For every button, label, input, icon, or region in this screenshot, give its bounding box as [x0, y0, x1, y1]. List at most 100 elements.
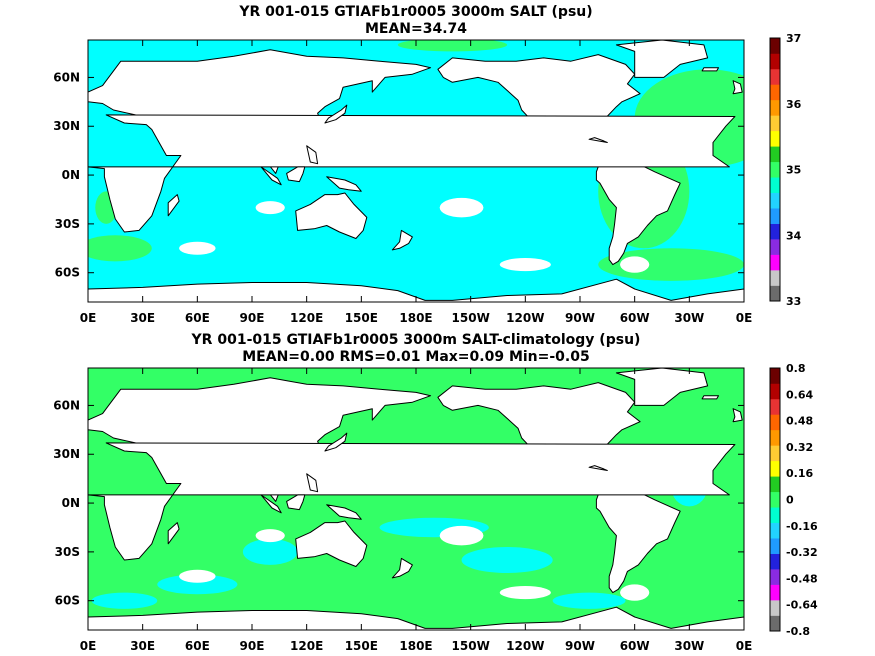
colorbar-label: -0.8 — [786, 625, 810, 638]
japan-land — [324, 104, 348, 124]
colorbar-label: 34 — [786, 229, 802, 242]
colorbar-segment — [770, 285, 780, 302]
colorbar-segment — [770, 414, 780, 431]
no-data-patch — [439, 525, 484, 546]
australia-land — [295, 192, 368, 239]
borneo-land — [286, 166, 306, 183]
uk-land — [732, 408, 743, 423]
colorbar-segment — [770, 445, 780, 462]
new-zealand-land — [391, 557, 413, 579]
greenland-land — [615, 40, 709, 78]
colorbar-segment — [770, 476, 780, 493]
lon-label: 30E — [130, 311, 155, 325]
colorbar-segment — [770, 553, 780, 570]
lon-label: 60E — [185, 311, 210, 325]
top-map-title: YR 001-015 GTIAFb1r0005 3000m SALT (psu) — [239, 4, 593, 20]
lon-label: 0E — [736, 311, 753, 325]
map-panel-1: 60N 30N 0N 30S 60S 0E 30E 60E 90E 120E 150E 180E 150… — [53, 362, 818, 653]
colorbar-label: 0.8 — [786, 362, 806, 375]
no-data-patch — [439, 197, 484, 218]
colorbar-segment — [770, 223, 780, 240]
value-patch — [88, 235, 152, 262]
lon-label: 0E — [736, 639, 753, 653]
borneo-land — [286, 494, 306, 511]
value-patch — [91, 592, 158, 609]
philippines-land — [306, 473, 319, 493]
colorbar-label: -0.32 — [786, 546, 818, 559]
colorbar-label: 35 — [786, 164, 801, 177]
africa-land — [88, 114, 736, 233]
lon-label: 120E — [290, 639, 323, 653]
lon-label: 60W — [620, 311, 650, 325]
lon-label: 90E — [240, 639, 265, 653]
colorbar-segment — [770, 146, 780, 163]
uk-land — [732, 80, 743, 95]
colorbar-segment — [770, 569, 780, 585]
colorbar-segment — [770, 600, 780, 616]
cuba-land — [588, 137, 608, 143]
colorbar-segment — [770, 538, 780, 554]
new-zealand-land — [391, 229, 413, 251]
lat-label: 60S — [55, 594, 80, 608]
lon-label: 30W — [674, 311, 704, 325]
colorbar-label: 33 — [786, 295, 801, 308]
sumatra-land — [260, 494, 282, 514]
colorbar-label: 36 — [786, 98, 802, 111]
sumatra-land — [260, 166, 282, 186]
iceland-land — [701, 67, 719, 72]
colorbar-label: 0.32 — [786, 441, 813, 454]
colorbar-frame — [769, 367, 781, 632]
lon-label: 150E — [345, 311, 378, 325]
lon-label: 90W — [565, 311, 595, 325]
no-data-patch — [255, 201, 285, 215]
colorbar-segment — [770, 68, 780, 85]
lon-label: 60W — [620, 639, 650, 653]
south-america-land — [595, 484, 681, 594]
lon-label: 150W — [452, 311, 490, 325]
lon-label: 150W — [452, 639, 490, 653]
lon-label: 150E — [345, 639, 378, 653]
lon-label: 120W — [506, 311, 544, 325]
colorbar-label: -0.48 — [786, 572, 818, 585]
japan-land — [324, 432, 348, 452]
map-area — [88, 368, 744, 630]
lat-label: 30N — [53, 447, 80, 461]
lon-label: 90E — [240, 311, 265, 325]
lon-label: 0E — [80, 311, 97, 325]
bottom-map-title: YR 001-015 GTIAFb1r0005 3000m SALT-clima… — [191, 332, 641, 348]
lat-label: 30N — [53, 119, 80, 133]
colorbar-label: 0.48 — [786, 415, 813, 428]
colorbar-label: 37 — [786, 32, 801, 45]
lon-label: 0E — [80, 639, 97, 653]
value-patch — [397, 40, 508, 52]
new-guinea-land — [326, 504, 362, 520]
lon-label: 30E — [130, 639, 155, 653]
iceland-land — [701, 395, 719, 400]
colorbar-segment — [770, 84, 780, 101]
lon-label: 120E — [290, 311, 323, 325]
philippines-land — [306, 145, 319, 165]
madagascar-land — [167, 522, 180, 545]
colorbar-segment — [770, 507, 780, 524]
value-patch — [552, 592, 626, 609]
map-area — [88, 40, 744, 302]
colorbar-segment — [770, 383, 780, 400]
colorbar: 37 36 35 34 33 — [769, 32, 802, 308]
bottom-map-stats: MEAN=0.00 RMS=0.01 Max=0.09 Min=-0.05 — [242, 349, 590, 365]
colorbar-label: 0.16 — [786, 467, 813, 480]
lon-label: 90W — [565, 639, 595, 653]
colorbar-segment — [770, 99, 780, 116]
colorbar-segment — [770, 53, 780, 70]
colorbar-segment — [770, 161, 780, 178]
colorbar-segment — [770, 398, 780, 415]
top-map-mean: MEAN=34.74 — [364, 21, 468, 37]
lat-label: 30S — [55, 545, 80, 559]
colorbar-segment — [770, 491, 780, 508]
no-data-patch — [620, 584, 650, 601]
no-data-patch — [255, 529, 285, 543]
colorbar-segment — [770, 615, 780, 632]
colorbar-frame — [769, 37, 781, 302]
colorbar-segment — [770, 460, 780, 477]
colorbar: 0.8 0.64 0.48 0.32 0.16 0 -0.16 -0.32 -0.48 -0.64… — [769, 362, 818, 638]
